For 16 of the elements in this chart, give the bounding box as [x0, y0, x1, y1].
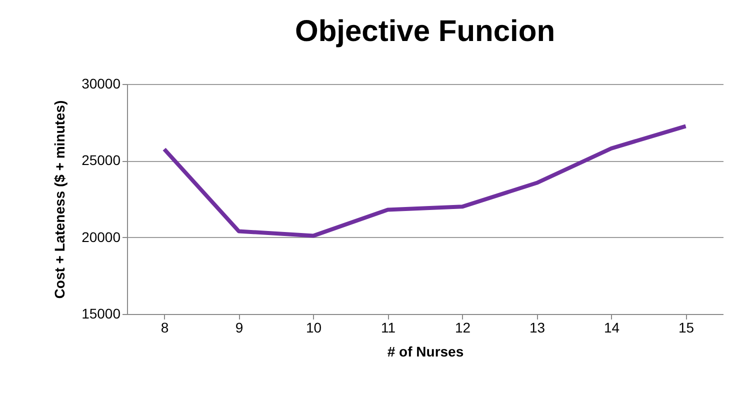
x-axis-title: # of Nurses	[387, 344, 464, 360]
y-tick-label: 25000	[82, 152, 121, 168]
y-tick-label: 20000	[82, 228, 121, 245]
y-tick-label: 30000	[82, 76, 121, 92]
y-axis-title: Cost + Lateness ($ + minutes)	[52, 100, 68, 299]
line-series	[162, 124, 688, 238]
x-tick-label: 14	[604, 320, 620, 336]
x-tick-label: 8	[160, 320, 169, 336]
x-tick-label: 9	[235, 320, 244, 336]
x-tick-label: 13	[529, 320, 546, 336]
x-tick-label: 12	[454, 320, 471, 336]
x-tick-label: 15	[678, 320, 694, 336]
x-tick-label: 11	[380, 320, 396, 336]
x-tick-label: 10	[306, 320, 322, 336]
chart-title: Objective Funcion	[294, 15, 556, 48]
y-tick-label: 15000	[82, 306, 121, 322]
